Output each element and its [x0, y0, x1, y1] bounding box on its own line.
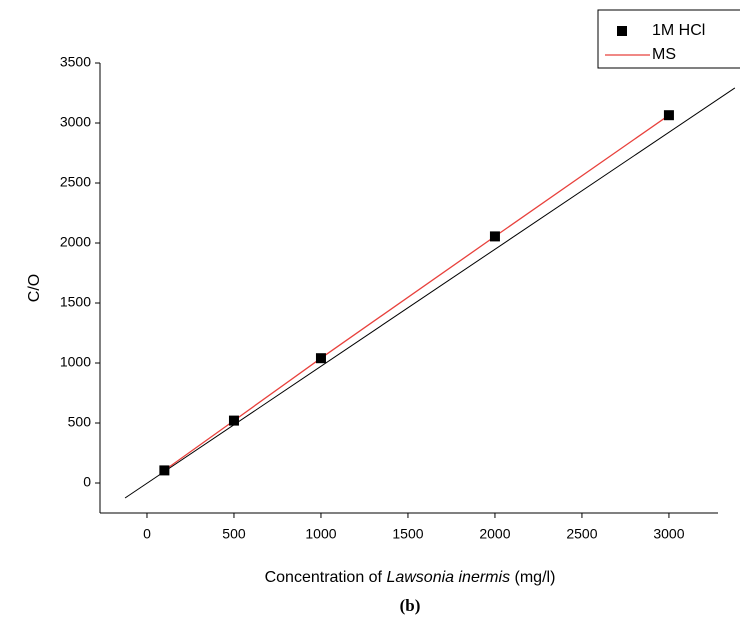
legend-label: 1M HCl — [652, 22, 705, 39]
y-tick-label: 2000 — [60, 234, 91, 250]
y-tick-label: 3500 — [60, 54, 91, 70]
x-tick-label: 2500 — [566, 526, 597, 542]
x-tick-label: 1500 — [392, 526, 423, 542]
point — [228, 415, 239, 426]
y-tick-label: 500 — [68, 414, 92, 430]
y-tick-label: 2500 — [60, 174, 91, 190]
point — [159, 465, 170, 476]
caption: (b) — [400, 596, 421, 615]
x-label-part: Lawsonia inermis — [386, 569, 510, 586]
legend-box — [597, 9, 740, 69]
y-tick-label: 0 — [83, 474, 91, 490]
y-tick-label: 1500 — [60, 294, 91, 310]
x-tick-label: 1000 — [305, 526, 336, 542]
x-tick-label: 2000 — [479, 526, 510, 542]
x-tick-label: 500 — [222, 526, 246, 542]
fit-line — [124, 87, 736, 499]
legend-label: MS — [652, 46, 676, 63]
series-line — [163, 114, 670, 471]
point — [663, 110, 674, 121]
x-tick-label: 0 — [143, 526, 151, 542]
x-label-part: (mg/l) — [515, 569, 556, 586]
y-tick-label: 1000 — [60, 354, 91, 370]
legend-marker — [617, 26, 627, 36]
y-axis-label: C/O — [26, 274, 43, 302]
point — [489, 231, 500, 242]
point — [315, 353, 326, 364]
x-axis-label: Concentration of Lawsonia inermis (mg/l) — [265, 569, 556, 586]
x-tick-label: 3000 — [653, 526, 684, 542]
y-tick-label: 3000 — [60, 114, 91, 130]
x-label-part: Concentration of — [265, 569, 383, 586]
